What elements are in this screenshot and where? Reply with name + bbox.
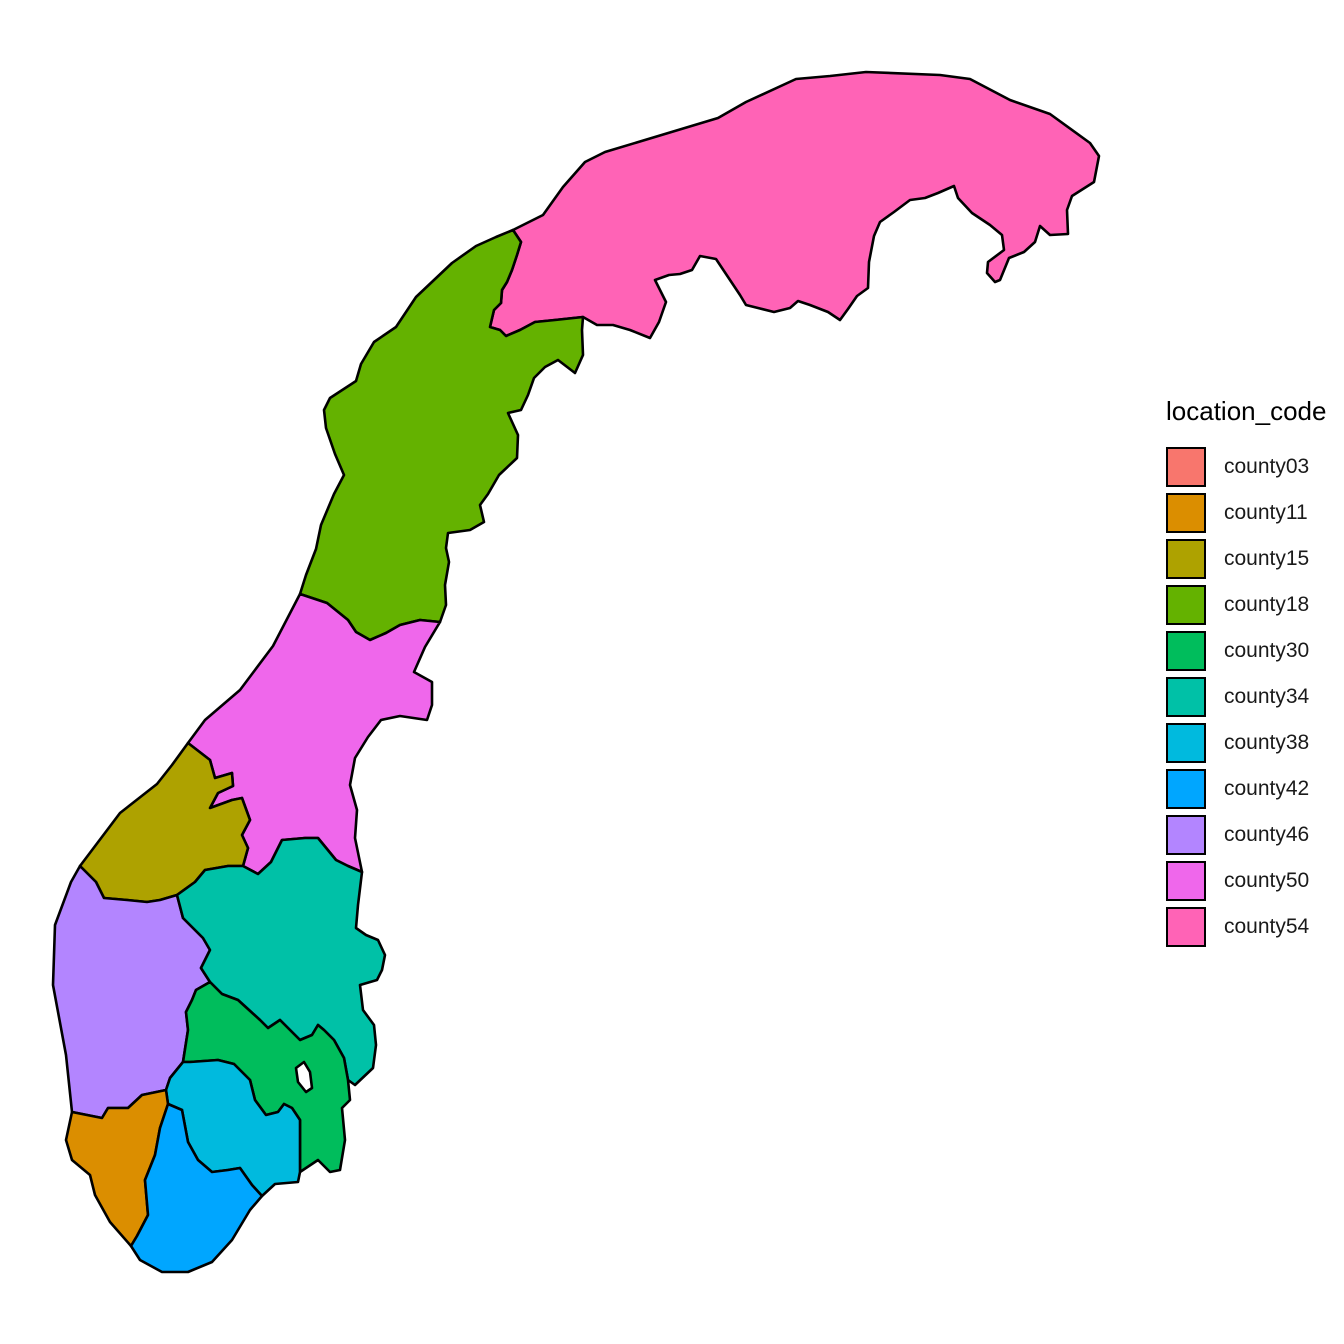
legend-item-county50: county50 (1166, 858, 1326, 904)
legend-swatch-county50 (1166, 861, 1206, 901)
legend-items: county03 county11 county15 county18 coun… (1166, 444, 1326, 950)
legend-label-county42: county42 (1224, 777, 1310, 800)
legend-item-county30: county30 (1166, 628, 1326, 674)
legend-label-county15: county15 (1224, 547, 1310, 570)
legend-swatch-county30 (1166, 631, 1206, 671)
legend-label-county18: county18 (1224, 593, 1310, 616)
legend-label-county34: county34 (1224, 685, 1310, 708)
legend-item-county42: county42 (1166, 766, 1326, 812)
legend-swatch-county38 (1166, 723, 1206, 763)
legend-label-county50: county50 (1224, 869, 1310, 892)
legend-item-county18: county18 (1166, 582, 1326, 628)
legend-label-county54: county54 (1224, 915, 1310, 938)
legend-item-county46: county46 (1166, 812, 1326, 858)
legend-swatch-county18 (1166, 585, 1206, 625)
legend-label-county46: county46 (1224, 823, 1310, 846)
legend-label-county11: county11 (1224, 501, 1308, 524)
legend-swatch-county15 (1166, 539, 1206, 579)
region-county42[interactable] (129, 1102, 264, 1274)
legend-label-county03: county03 (1224, 455, 1310, 478)
legend-title: location_code (1166, 396, 1327, 426)
legend: location_code county03 county11 county15… (1166, 394, 1326, 950)
legend-swatch-county42 (1166, 769, 1206, 809)
legend-label-county38: county38 (1224, 731, 1310, 754)
legend-item-county03: county03 (1166, 444, 1326, 490)
legend-swatch-county03 (1166, 447, 1206, 487)
legend-item-county11: county11 (1166, 490, 1326, 536)
legend-item-county34: county34 (1166, 674, 1326, 720)
legend-item-county54: county54 (1166, 904, 1326, 950)
legend-swatch-county11 (1166, 493, 1206, 533)
legend-label-county30: county30 (1224, 639, 1310, 662)
legend-item-county38: county38 (1166, 720, 1326, 766)
region-county54[interactable] (488, 70, 1101, 340)
legend-swatch-county34 (1166, 677, 1206, 717)
legend-item-county15: county15 (1166, 536, 1326, 582)
region-county18[interactable] (298, 228, 585, 642)
legend-swatch-county46 (1166, 815, 1206, 855)
legend-swatch-county54 (1166, 907, 1206, 947)
lake-outline (294, 1060, 314, 1094)
